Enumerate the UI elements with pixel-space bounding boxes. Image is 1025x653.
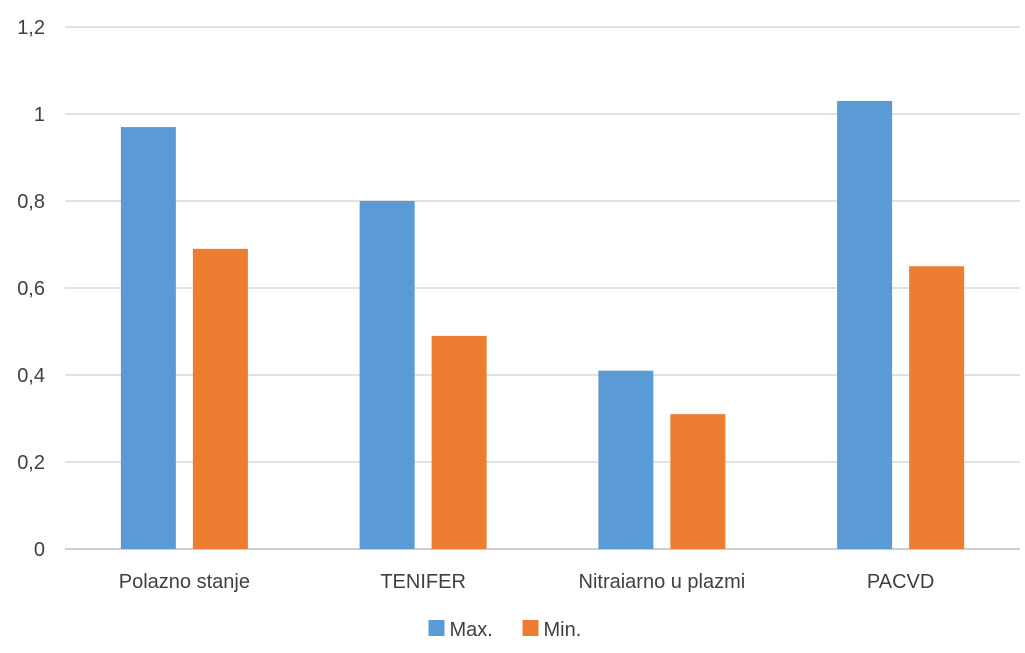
bar-max-0 xyxy=(120,127,176,550)
y-axis-ticks: 0 0,2 0,4 0,6 0,8 1 1,2 xyxy=(17,17,45,561)
bar-min-1 xyxy=(431,335,487,549)
legend: Max. Min. xyxy=(428,619,582,641)
y-tick-label: 0,2 xyxy=(17,452,45,474)
bar-min-2 xyxy=(670,414,726,549)
y-tick-label: 1 xyxy=(34,104,45,126)
x-axis-labels: Polazno stanje TENIFER Nitraiarno u plazmi… xyxy=(119,571,935,593)
legend-label: Max. xyxy=(450,619,493,641)
bar-min-0 xyxy=(192,248,248,549)
bar-max-1 xyxy=(359,201,415,549)
bars-layer xyxy=(120,100,965,550)
y-tick-label: 0,8 xyxy=(17,191,45,213)
bar-min-3 xyxy=(909,266,965,549)
x-category-label: PACVD xyxy=(867,571,934,593)
x-category-label: Polazno stanje xyxy=(119,571,250,593)
y-tick-label: 0 xyxy=(34,539,45,561)
bar-max-2 xyxy=(598,370,654,549)
legend-swatch-max xyxy=(428,620,445,636)
legend-swatch-min xyxy=(522,620,539,636)
y-tick-label: 1,2 xyxy=(17,17,45,39)
x-category-label: TENIFER xyxy=(380,571,466,593)
bar-max-3 xyxy=(837,100,893,549)
legend-label: Min. xyxy=(544,619,582,641)
x-category-label: Nitraiarno u plazmi xyxy=(579,571,746,593)
y-tick-label: 0,4 xyxy=(17,365,45,387)
y-tick-label: 0,6 xyxy=(17,278,45,300)
